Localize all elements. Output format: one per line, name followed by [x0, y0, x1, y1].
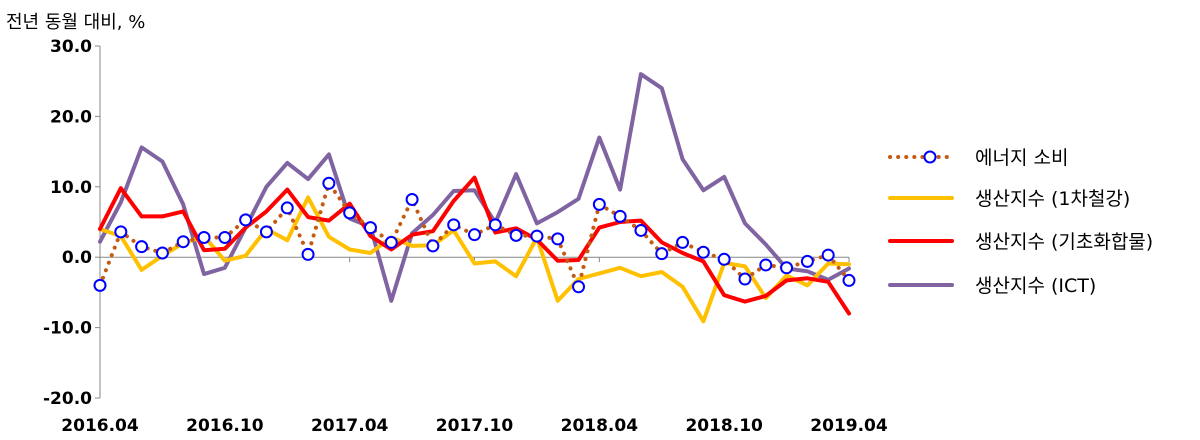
data-point — [155, 246, 169, 260]
data-point — [447, 218, 461, 232]
data-point — [135, 240, 149, 254]
legend-item-1: 생산지수 (1차철강) — [888, 188, 1130, 210]
data-point — [405, 192, 419, 206]
data-point — [363, 221, 377, 235]
data-point — [426, 239, 440, 253]
data-point — [634, 223, 648, 237]
series-3 — [98, 72, 851, 303]
data-point — [759, 258, 773, 272]
data-point — [676, 235, 690, 249]
data-point — [239, 213, 253, 227]
y-tick-label: -10.0 — [43, 319, 92, 339]
y-tick-label: -20.0 — [43, 389, 92, 409]
series-0 — [93, 176, 856, 294]
data-point — [176, 235, 190, 249]
y-tick-label: 0.0 — [62, 248, 92, 268]
data-point — [780, 261, 794, 275]
x-tick-label: 2017.10 — [436, 416, 514, 436]
x-tick-label: 2016.04 — [61, 416, 139, 436]
data-point — [301, 247, 315, 261]
y-axis-unit-label: 전년 동월 대비, % — [6, 12, 146, 33]
data-point — [613, 209, 627, 223]
axes: 30.0 20.0 10.0 0.0 -10.0 -20.0 2016.04 2016.10 2… — [43, 37, 888, 436]
legend-marker — [923, 150, 937, 164]
data-point — [738, 272, 752, 286]
legend-label: 에너지 소비 — [975, 147, 1068, 169]
legend-label: 생산지수 (ICT) — [975, 275, 1096, 297]
data-point — [717, 252, 731, 266]
data-point — [509, 228, 523, 242]
x-tick-label: 2018.10 — [685, 416, 763, 436]
data-point — [218, 230, 232, 244]
data-point — [259, 225, 273, 239]
x-tick-label: 2019.04 — [810, 416, 888, 436]
data-point — [468, 228, 481, 242]
y-tick-label: 30.0 — [50, 37, 92, 57]
legend-item-3: 생산지수 (ICT) — [888, 275, 1096, 297]
series-layer — [93, 72, 856, 324]
x-tick-label: 2016.10 — [186, 416, 264, 436]
data-point — [114, 225, 128, 239]
data-point — [93, 278, 107, 292]
data-point — [343, 206, 357, 220]
data-point — [530, 229, 544, 243]
data-point — [551, 232, 565, 246]
x-tick-label: 2017.04 — [311, 416, 389, 436]
legend-label: 생산지수 (1차철강) — [975, 188, 1130, 210]
series-2 — [98, 175, 851, 316]
series-line — [98, 72, 851, 303]
data-point — [821, 248, 835, 262]
data-point — [696, 245, 710, 259]
data-point — [322, 176, 336, 190]
legend-item-2: 생산지수 (기초화합물) — [888, 231, 1153, 253]
data-point — [800, 254, 814, 268]
data-point — [655, 247, 669, 261]
legend-label: 생산지수 (기초화합물) — [975, 231, 1153, 253]
x-tick-label: 2018.04 — [561, 416, 639, 436]
data-point — [197, 230, 211, 244]
data-point — [572, 280, 586, 294]
data-point — [280, 201, 294, 215]
data-point — [592, 197, 606, 211]
y-tick-label: 10.0 — [50, 178, 92, 198]
series-line — [98, 175, 851, 316]
data-point — [488, 218, 502, 232]
data-point — [384, 235, 398, 249]
y-tick-label: 20.0 — [50, 107, 92, 127]
data-point — [842, 273, 856, 287]
legend-item-0: 에너지 소비 — [888, 147, 1068, 169]
